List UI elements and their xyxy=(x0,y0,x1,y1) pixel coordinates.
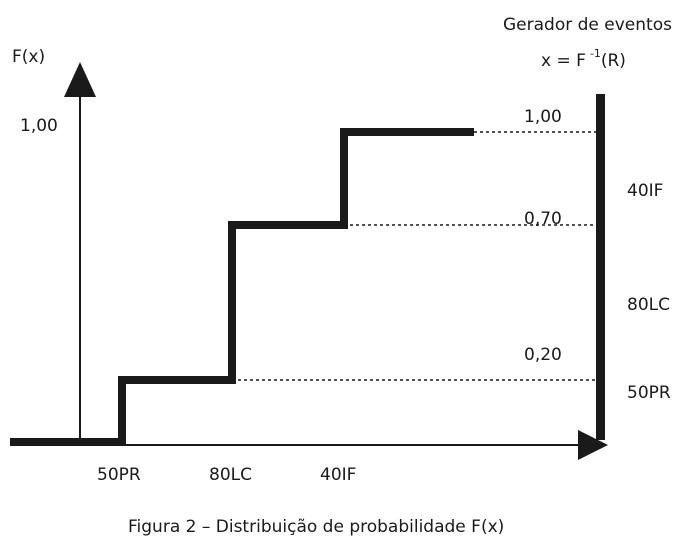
generator-scale-bar xyxy=(596,94,605,440)
generator-formula: x = F -1(R) xyxy=(541,47,626,71)
cdf-step-line xyxy=(10,128,474,446)
x-category-label: 40IF xyxy=(320,465,356,485)
formula-prefix: x = F xyxy=(541,51,586,71)
y-axis-label: F(x) xyxy=(12,47,45,67)
x-category-label: 80LC xyxy=(209,465,252,485)
x-category-label: 50PR xyxy=(97,465,141,485)
generator-title: Gerador de eventos xyxy=(503,15,672,35)
figure-caption: Figura 2 – Distribuição de probabilidade… xyxy=(128,517,504,537)
formula-suffix: (R) xyxy=(601,51,626,71)
formula-exponent: -1 xyxy=(590,47,601,60)
generator-band-label: 80LC xyxy=(627,295,670,315)
y-tick-label: 1,00 xyxy=(20,116,58,136)
y-axis-arrow-icon xyxy=(64,62,96,97)
level-label: 0,20 xyxy=(524,345,562,365)
x-axis-arrow-icon xyxy=(578,430,608,460)
level-label: 0,70 xyxy=(524,209,562,229)
level-label: 1,00 xyxy=(524,107,562,127)
generator-band-label: 40IF xyxy=(627,181,663,201)
generator-band-label: 50PR xyxy=(627,383,671,403)
